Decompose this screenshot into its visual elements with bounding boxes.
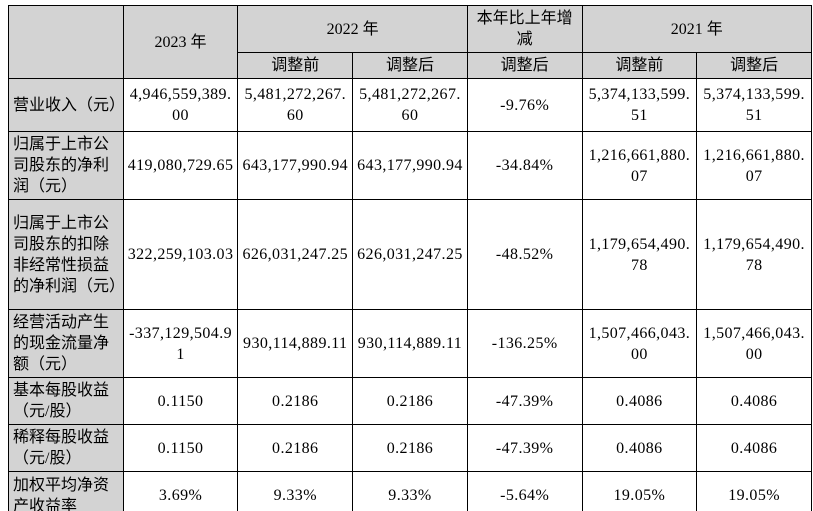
value-cell: 4,946,559,389.00: [122, 78, 239, 132]
value-cell: 1,507,466,043.00: [696, 309, 812, 378]
value-cell: -337,129,504.91: [122, 309, 239, 378]
value-cell: 322,259,103.03: [122, 199, 239, 310]
value-cell: 3.69%: [122, 471, 239, 511]
value-cell: 9.33%: [352, 471, 468, 511]
value-cell: 19.05%: [696, 471, 812, 511]
value-cell: -9.76%: [466, 78, 583, 132]
header-change-vs-prior-year: 本年比上年增减: [466, 5, 583, 53]
subheader-2021-adjust-after: 调整后: [696, 52, 812, 79]
header-empty-cell: [8, 5, 124, 79]
table-row: 稀释每股收益（元/股） 0.1150 0.2186 0.2186 -47.39%…: [8, 424, 812, 472]
value-cell: 5,481,272,267.60: [237, 78, 354, 132]
row-label-diluted-eps: 稀释每股收益（元/股）: [8, 424, 124, 472]
value-cell: 0.4086: [696, 424, 812, 472]
value-cell: 643,177,990.94: [237, 131, 354, 200]
row-label-operating-cash-flow: 经营活动产生的现金流量净额（元）: [8, 309, 124, 378]
row-label-net-profit: 归属于上市公司股东的净利润（元）: [8, 131, 124, 200]
value-cell: 0.1150: [122, 377, 239, 425]
value-cell: 5,481,272,267.60: [352, 78, 468, 132]
value-cell: 930,114,889.11: [352, 309, 468, 378]
row-label-weighted-avg-roe: 加权平均净资产收益率: [8, 471, 124, 511]
table-row: 归属于上市公司股东的净利润（元） 419,080,729.65 643,177,…: [8, 131, 812, 200]
subheader-2022-adjust-before: 调整前: [237, 52, 354, 79]
value-cell: -48.52%: [466, 199, 583, 310]
value-cell: 5,374,133,599.51: [696, 78, 812, 132]
value-cell: 930,114,889.11: [237, 309, 354, 378]
header-year-2023: 2023 年: [122, 5, 239, 79]
header-year-2022: 2022 年: [237, 5, 468, 53]
value-cell: 0.2186: [237, 424, 354, 472]
value-cell: 0.4086: [581, 424, 698, 472]
row-label-net-profit-excl-nonrecurring: 归属于上市公司股东的扣除非经常性损益的净利润（元）: [8, 199, 125, 310]
row-label-revenue: 营业收入（元）: [8, 78, 125, 132]
value-cell: 0.2186: [352, 377, 468, 425]
header-row-1: 2023 年 2022 年 本年比上年增减 2021 年: [8, 5, 813, 79]
value-cell: 0.2186: [237, 377, 354, 425]
value-cell: 1,216,661,880.07: [696, 131, 812, 200]
financial-summary-table: 2023 年 2022 年 本年比上年增减 2021 年 调整前 调整后 调整后…: [8, 5, 813, 511]
value-cell: 626,031,247.25: [237, 199, 354, 310]
value-cell: -136.25%: [466, 309, 583, 378]
value-cell: -5.64%: [466, 471, 583, 511]
value-cell: 5,374,133,599.51: [581, 78, 698, 132]
table-row: 加权平均净资产收益率 3.69% 9.33% 9.33% -5.64% 19.0…: [8, 471, 812, 511]
value-cell: 643,177,990.94: [352, 131, 468, 200]
value-cell: -47.39%: [466, 377, 583, 425]
value-cell: -47.39%: [466, 424, 583, 472]
value-cell: 1,179,654,490.78: [696, 199, 812, 310]
value-cell: 1,507,466,043.00: [581, 309, 698, 378]
header-row-2: 调整前 调整后 调整后 调整前 调整后: [9, 52, 812, 79]
value-cell: 626,031,247.25: [352, 199, 468, 310]
value-cell: 9.33%: [237, 471, 354, 511]
subheader-2021-adjust-before: 调整前: [581, 52, 698, 79]
subheader-change-adjust-after: 调整后: [466, 52, 583, 79]
value-cell: 0.4086: [696, 377, 812, 425]
table-row: 归属于上市公司股东的扣除非经常性损益的净利润（元） 322,259,103.03…: [8, 199, 812, 310]
value-cell: 19.05%: [581, 471, 698, 511]
table-row: 经营活动产生的现金流量净额（元） -337,129,504.91 930,114…: [8, 309, 812, 378]
value-cell: 1,216,661,880.07: [581, 131, 698, 200]
table-row: 基本每股收益（元/股） 0.1150 0.2186 0.2186 -47.39%…: [8, 377, 812, 425]
value-cell: 0.1150: [122, 424, 239, 472]
value-cell: 1,179,654,490.78: [581, 199, 698, 310]
table-row: 营业收入（元） 4,946,559,389.00 5,481,272,267.6…: [8, 78, 812, 132]
value-cell: 419,080,729.65: [122, 131, 239, 200]
value-cell: 0.4086: [581, 377, 698, 425]
value-cell: -34.84%: [466, 131, 583, 200]
subheader-2022-adjust-after: 调整后: [352, 52, 468, 79]
header-year-2021: 2021 年: [581, 5, 813, 53]
value-cell: 0.2186: [352, 424, 468, 472]
row-label-basic-eps: 基本每股收益（元/股）: [8, 377, 124, 425]
